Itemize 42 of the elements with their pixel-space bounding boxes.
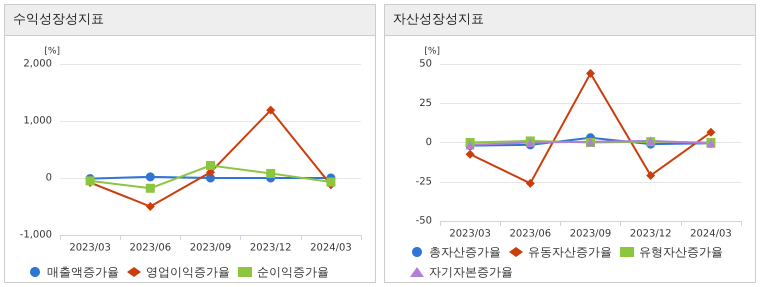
y-tick-label: 2,000 <box>23 58 52 70</box>
legend-label: 유형자산증가율 <box>639 245 723 259</box>
point <box>146 172 155 182</box>
y-axis-title: [%] <box>424 46 440 56</box>
point <box>706 128 716 137</box>
chart-title: 자산성장성지표 <box>385 5 755 36</box>
legend-label: 유동자산증가율 <box>528 245 612 259</box>
legend-label: 순이익증가율 <box>257 265 329 279</box>
x-tick-label: 2023/03 <box>69 242 111 254</box>
y-tick-label: 0 <box>426 137 432 148</box>
point <box>646 170 656 180</box>
point <box>266 168 276 178</box>
x-tick-label: 2023/09 <box>570 228 612 240</box>
y-tick-label: 25 <box>419 98 432 109</box>
x-tick-label: 2023/12 <box>630 228 672 240</box>
y-tick-label: 1,000 <box>23 116 52 126</box>
y-tick-label: -1,000 <box>20 230 52 240</box>
point <box>326 177 336 186</box>
legend-label: 자기자본증가율 <box>429 265 513 279</box>
y-tick-label: 50 <box>419 58 432 70</box>
x-tick-label: 2023/03 <box>449 228 491 240</box>
legend-label: 총자산증가율 <box>429 245 501 259</box>
point <box>266 106 276 115</box>
x-tick-label: 2023/06 <box>510 228 552 240</box>
chart-title: 수익성장성지표 <box>5 5 375 36</box>
x-tick-label: 2023/09 <box>190 242 232 254</box>
point <box>586 68 595 78</box>
point <box>466 150 475 159</box>
y-tick-label: -25 <box>416 176 432 188</box>
point <box>526 178 535 188</box>
x-tick-label: 2024/03 <box>310 242 352 254</box>
y-axis-title: [%] <box>44 46 60 56</box>
point <box>146 202 155 211</box>
x-tick-label: 2023/06 <box>130 242 172 254</box>
x-tick-label: 2024/03 <box>690 228 732 240</box>
legend-label: 매출액증가율 <box>47 265 119 279</box>
y-tick-label: 0 <box>46 172 52 184</box>
point <box>206 160 215 170</box>
y-tick-label: -50 <box>416 216 432 226</box>
point <box>146 184 155 193</box>
legend-label: 영업이익증가율 <box>146 265 230 279</box>
x-tick-label: 2023/12 <box>250 242 292 254</box>
